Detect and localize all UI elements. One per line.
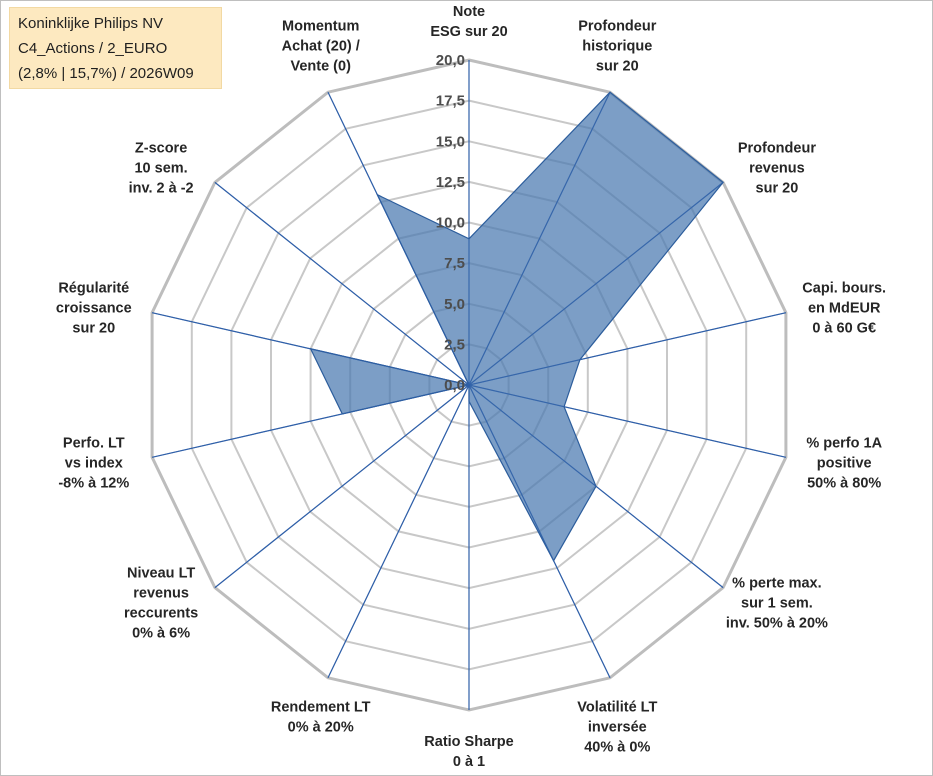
axis-label-line: Régularité	[58, 280, 129, 296]
axis-label-line: revenus	[133, 586, 189, 602]
axis-label-line: sur 20	[72, 320, 115, 336]
axis-label-line: % perte max.	[732, 576, 821, 592]
axis-label-line: positive	[817, 456, 872, 472]
axis-label-line: Profondeur	[578, 19, 656, 35]
chart-title-box: Koninklijke Philips NV C4_Actions / 2_EU…	[9, 7, 222, 89]
axis-label-line: 50% à 80%	[807, 476, 881, 492]
spoke-overlay-13	[327, 91, 470, 386]
axis-label-line: Capi. bours.	[802, 280, 886, 296]
spoke-overlay-8	[327, 384, 470, 679]
axis-label-2: Profondeur revenus sur 20	[738, 140, 816, 196]
axis-label-line: -8% à 12%	[58, 476, 129, 492]
axis-label-9: Niveau LT revenus reccurents 0% à 6%	[124, 566, 198, 642]
axis-label-line: sur 1 sem.	[741, 596, 813, 612]
tick-label: 15,0	[436, 133, 465, 150]
tick-label: 10,0	[436, 215, 465, 232]
axis-label-1: Profondeur historique sur 20	[578, 19, 656, 75]
axis-label-line: historique	[582, 39, 652, 55]
spoke-overlay-5	[468, 384, 724, 588]
axis-label-line: Achat (20) /	[282, 39, 360, 55]
axis-label-line: inv. 2 à -2	[129, 180, 194, 196]
axis-label-13: Momentum Achat (20) / Vente (0)	[282, 19, 360, 75]
spoke-overlay-3	[468, 312, 787, 386]
axis-label-line: sur 20	[756, 180, 799, 196]
axis-label-line: Perfo. LT	[63, 436, 125, 452]
axis-label-11: Régularité croissance sur 20	[56, 280, 132, 336]
axis-label-line: 0 à 1	[453, 754, 485, 770]
axis-label-7: Ratio Sharpe 0 à 1	[424, 734, 513, 770]
spoke-overlay-2	[468, 182, 724, 386]
tick-label: 5,0	[444, 296, 465, 313]
axis-label-line: Vente (0)	[290, 59, 351, 75]
axis-label-5: % perte max. sur 1 sem. inv. 50% à 20%	[726, 576, 828, 632]
axis-label-8: Rendement LT 0% à 20%	[271, 699, 371, 735]
radar-tick-labels: 0,0 2,5 5,0 7,5 10,0 12,5 15,0 17,5 20,0	[436, 52, 465, 394]
axis-label-line: croissance	[56, 300, 132, 316]
axis-label-3: Capi. bours. en MdEUR 0 à 60 G€	[802, 280, 886, 336]
axis-label-line: ESG sur 20	[430, 24, 507, 40]
spoke-overlay-6	[468, 384, 611, 679]
axis-label-line: Profondeur	[738, 140, 816, 156]
axis-label-line: Niveau LT	[127, 566, 195, 582]
axis-label-line: inversée	[588, 719, 647, 735]
axis-label-line: Note	[453, 4, 485, 20]
axis-label-6: Volatilité LT inversée 40% à 0%	[577, 699, 657, 755]
tick-label: 0,0	[444, 377, 465, 394]
tick-label: 12,5	[436, 174, 465, 191]
axis-label-10: Perfo. LT vs index -8% à 12%	[58, 436, 129, 492]
spoke-overlay-12	[214, 182, 470, 386]
axis-label-line: sur 20	[596, 59, 639, 75]
axis-label-line: Volatilité LT	[577, 699, 657, 715]
tick-label: 20,0	[436, 52, 465, 69]
spoke-overlay-9	[214, 384, 470, 588]
radar-axis-labels: Note ESG sur 20 Profondeur historique sur 20…	[56, 4, 886, 770]
axis-label-line: Z-score	[135, 140, 187, 156]
axis-label-line: vs index	[65, 456, 123, 472]
axis-label-4: % perfo 1A positive 50% à 80%	[806, 436, 882, 492]
axis-label-line: 0% à 20%	[288, 719, 354, 735]
tick-label: 2,5	[444, 336, 465, 353]
spoke-overlay-4	[468, 384, 787, 458]
axis-label-line: 40% à 0%	[584, 739, 650, 755]
spoke-overlay-10	[151, 384, 470, 458]
radar-series	[151, 60, 787, 710]
tick-label: 7,5	[444, 255, 465, 272]
axis-label-line: 0 à 60 G€	[812, 320, 876, 336]
axis-label-line: inv. 50% à 20%	[726, 616, 828, 632]
title-range-week: (2,8% | 15,7%) / 2026W09	[18, 65, 194, 82]
tick-label: 17,5	[436, 93, 465, 110]
axis-label-line: en MdEUR	[808, 300, 881, 316]
axis-label-line: Ratio Sharpe	[424, 734, 513, 750]
axis-label-line: reccurents	[124, 606, 198, 622]
axis-label-line: 0% à 6%	[132, 626, 190, 642]
axis-label-line: 10 sem.	[134, 160, 187, 176]
axis-label-0: Note ESG sur 20	[430, 4, 507, 40]
title-company: Koninklijke Philips NV	[18, 15, 164, 32]
axis-label-12: Z-score 10 sem. inv. 2 à -2	[129, 140, 194, 196]
title-category: C4_Actions / 2_EURO	[18, 40, 168, 57]
spoke-overlay-1	[468, 91, 611, 386]
axis-label-line: Rendement LT	[271, 699, 371, 715]
spoke-overlay-11	[151, 312, 470, 386]
axis-label-line: revenus	[749, 160, 805, 176]
axis-label-line: % perfo 1A	[806, 436, 882, 452]
axis-label-line: Momentum	[282, 19, 359, 35]
